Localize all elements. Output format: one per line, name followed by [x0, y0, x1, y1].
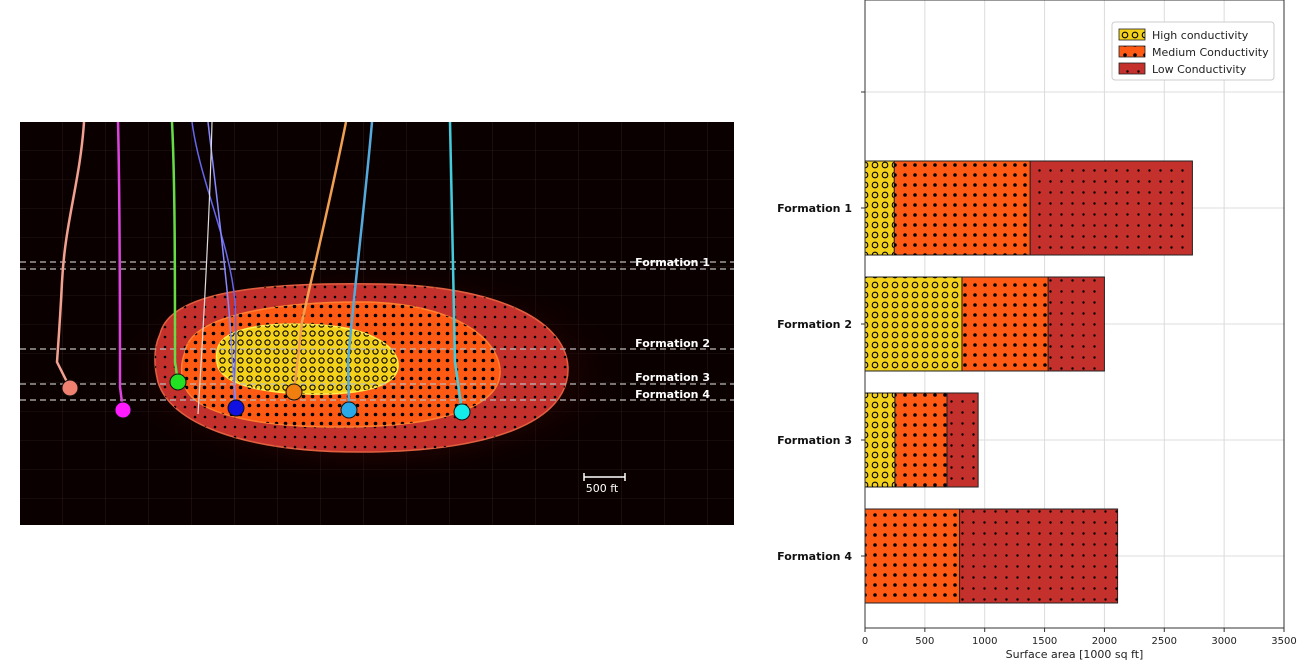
well-path-1 — [55, 122, 86, 389]
well-path-2 — [116, 122, 125, 411]
formation-1-label: Formation 1 — [635, 256, 710, 269]
plot-frame — [864, 0, 1285, 629]
well-marker — [453, 403, 471, 421]
legend: High conductivity Medium Conductivity Low … — [1111, 21, 1275, 81]
well-path-3 — [170, 122, 180, 383]
x-tick-label: 2000 — [1092, 636, 1117, 647]
well-marker — [285, 383, 303, 401]
formation-2-label: Formation 2 — [635, 337, 710, 350]
x-tick-label: 2500 — [1152, 636, 1177, 647]
category-label: Formation 4 — [777, 550, 852, 563]
category-label: Formation 1 — [777, 202, 852, 215]
conductivity-map: Formation 1 Formation 2 Formation 3 Form… — [20, 122, 734, 525]
category-label: Formation 3 — [777, 434, 852, 447]
scale-bar-label: 500 ft — [586, 482, 619, 495]
x-tick-label: 3000 — [1211, 636, 1236, 647]
well-path-7 — [448, 122, 464, 413]
well-marker — [340, 401, 358, 419]
x-tick-label: 0 — [862, 636, 868, 647]
x-tick-label: 1000 — [972, 636, 997, 647]
well-marker — [114, 401, 132, 419]
formation-3-label: Formation 3 — [635, 371, 710, 384]
category-label: Formation 2 — [777, 318, 852, 331]
legend-label: Low Conductivity — [1152, 63, 1247, 76]
formation-4-label: Formation 4 — [635, 388, 710, 401]
x-tick-label: 3500 — [1271, 636, 1296, 647]
legend-label: Medium Conductivity — [1152, 46, 1269, 59]
well-marker — [61, 379, 79, 397]
well-path-4b — [207, 122, 237, 409]
well-marker — [169, 373, 187, 391]
well-path-5 — [292, 122, 348, 393]
legend-label: High conductivity — [1152, 29, 1249, 42]
surface-area-chart: Formation 1 Formation 2 Formation 3 Formati… — [777, 0, 1297, 661]
well-path-6 — [346, 122, 374, 411]
x-tick-label: 500 — [915, 636, 934, 647]
x-axis-label: Surface area [1000 sq ft] — [1006, 648, 1144, 661]
well-path-grey — [197, 122, 213, 415]
well-marker — [227, 399, 245, 417]
x-tick-label: 1500 — [1032, 636, 1057, 647]
